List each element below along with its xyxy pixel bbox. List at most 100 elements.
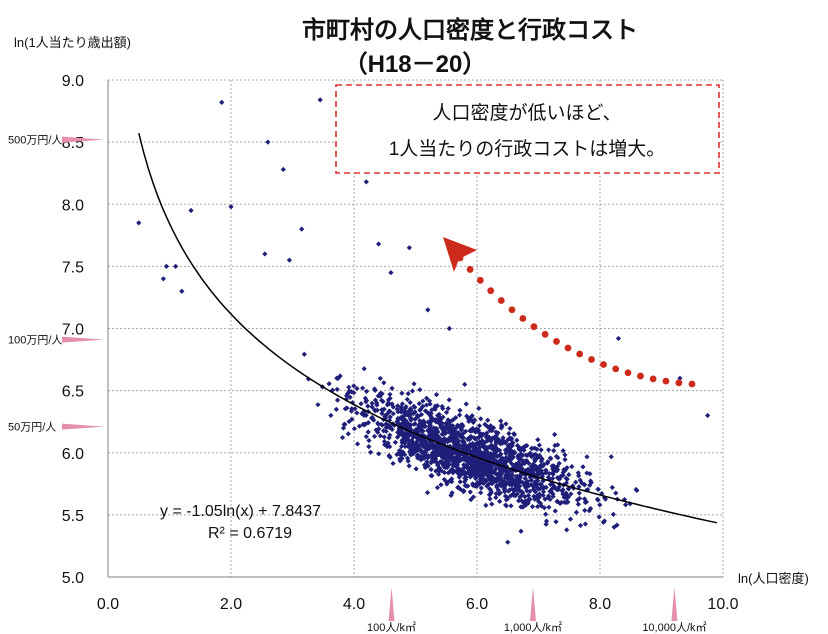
data-point <box>354 385 360 392</box>
data-point <box>503 447 509 453</box>
data-point <box>280 166 286 173</box>
arrow-dot <box>553 338 560 345</box>
data-point <box>552 442 558 449</box>
data-point <box>502 493 509 499</box>
data-point <box>532 445 538 451</box>
data-point <box>411 381 417 387</box>
data-point <box>535 453 541 459</box>
data-point <box>369 404 375 410</box>
data-point <box>543 518 550 524</box>
data-point <box>478 416 484 422</box>
data-point <box>408 426 414 432</box>
x-tick-label: 0.0 <box>97 596 119 613</box>
data-point <box>582 507 588 513</box>
data-point <box>384 443 390 450</box>
arrow-dot <box>508 306 516 314</box>
data-point <box>404 396 410 402</box>
data-point <box>392 439 399 445</box>
data-point <box>564 527 570 533</box>
data-point <box>456 438 462 444</box>
data-point <box>554 463 560 470</box>
data-point <box>497 472 503 479</box>
data-point <box>468 417 474 423</box>
data-point <box>421 449 427 455</box>
data-point <box>549 480 555 486</box>
data-point <box>556 484 562 490</box>
data-point <box>567 516 574 522</box>
data-point <box>426 398 433 404</box>
data-point <box>537 500 544 506</box>
data-point <box>390 460 396 467</box>
y-tick-labels: 5.05.56.06.57.07.58.08.59.0 <box>62 73 84 587</box>
data-point <box>385 397 392 403</box>
data-point <box>447 454 453 460</box>
data-point <box>376 426 382 432</box>
data-point <box>358 401 364 407</box>
data-point <box>573 509 580 515</box>
data-point <box>477 476 483 483</box>
data-point <box>450 463 456 469</box>
data-point <box>407 411 414 418</box>
data-point <box>315 402 321 408</box>
data-point <box>429 457 435 464</box>
data-point <box>462 381 468 388</box>
data-point <box>387 395 393 402</box>
data-point <box>379 422 385 428</box>
data-point <box>286 257 293 263</box>
data-point <box>576 473 582 479</box>
data-point <box>265 139 271 145</box>
data-point <box>418 411 425 418</box>
data-point <box>415 425 421 431</box>
data-point <box>427 410 433 417</box>
data-point <box>424 489 431 496</box>
data-point <box>423 440 429 446</box>
data-point <box>473 442 479 448</box>
data-point <box>494 484 500 490</box>
data-point <box>367 449 374 455</box>
data-point <box>482 477 488 483</box>
data-point <box>407 406 414 412</box>
data-point <box>380 407 386 414</box>
data-point <box>488 438 494 444</box>
data-point <box>496 476 502 483</box>
data-point <box>581 481 588 488</box>
data-point <box>509 472 515 478</box>
data-point <box>538 468 545 474</box>
data-point <box>535 503 541 510</box>
x-tick-label: 2.0 <box>220 596 242 613</box>
data-point <box>493 432 499 439</box>
data-point <box>458 467 465 473</box>
data-point <box>369 415 376 421</box>
data-point <box>420 398 426 404</box>
data-point <box>348 408 355 414</box>
data-point <box>443 462 450 469</box>
data-point <box>354 441 361 447</box>
data-point <box>459 423 465 429</box>
data-point <box>402 443 408 449</box>
data-point <box>577 477 583 483</box>
data-point <box>580 464 586 470</box>
data-point <box>328 412 334 419</box>
data-point <box>462 475 468 481</box>
data-point <box>406 463 412 469</box>
data-point <box>427 422 433 428</box>
data-point <box>407 399 413 406</box>
data-point <box>433 468 439 474</box>
data-point <box>467 489 473 495</box>
data-point <box>520 499 526 506</box>
data-point <box>489 428 495 434</box>
data-point <box>511 488 517 494</box>
data-point <box>362 421 368 428</box>
data-point <box>503 503 510 509</box>
data-point <box>349 416 355 422</box>
data-point <box>558 499 565 505</box>
data-point <box>402 436 409 442</box>
data-point <box>510 465 516 471</box>
data-point <box>371 433 378 440</box>
data-point <box>518 528 524 534</box>
data-point <box>507 435 513 441</box>
data-point <box>399 455 405 462</box>
data-point <box>568 491 574 497</box>
data-point <box>354 410 360 416</box>
